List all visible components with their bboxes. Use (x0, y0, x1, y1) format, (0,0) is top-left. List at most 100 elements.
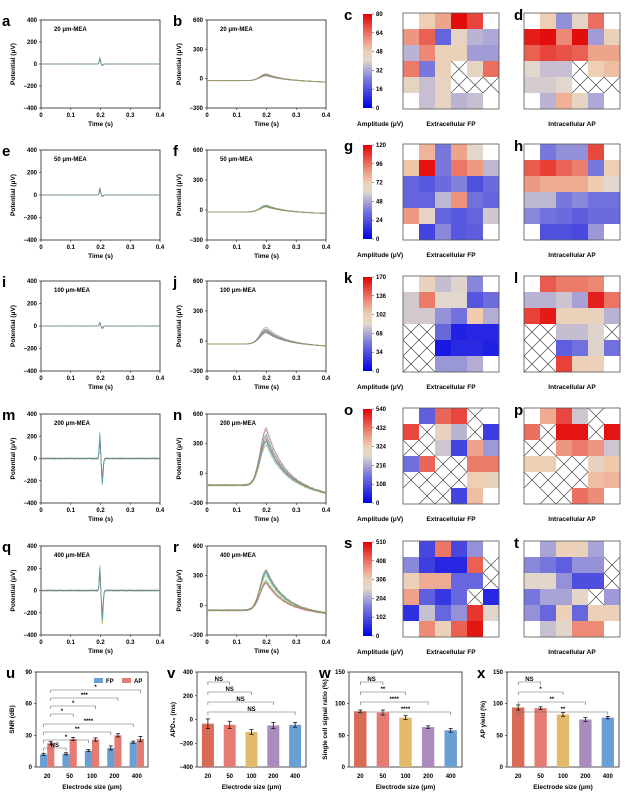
heatmap-cell (467, 573, 484, 590)
x-tick-label: 0.3 (292, 376, 301, 382)
panel-label: u (6, 665, 15, 682)
heatmap-cell (467, 308, 484, 325)
legend-swatch-ap (122, 678, 131, 683)
y-tick-label: 0 (34, 589, 38, 595)
heatmap-cell (435, 176, 452, 193)
heatmap-cell (556, 144, 573, 161)
heatmap-cell (556, 340, 573, 357)
heatmap-cell (419, 61, 436, 78)
heatmap-cell (451, 308, 468, 325)
heatmap-cell (419, 77, 436, 94)
cross-mark (418, 355, 436, 373)
line-chart-i: i −400 −200 0 200 400 0 0.1 0.2 0.3 0.4 Time (s) Pot… (2, 274, 165, 391)
cross-mark (603, 572, 621, 590)
grid-title: Extracellular FP (426, 649, 476, 656)
cross-mark (402, 355, 420, 373)
y-tick-label: 90 (25, 670, 32, 676)
heatmap-cell (540, 573, 557, 590)
cross-mark (603, 76, 621, 94)
heatmap-cell (588, 308, 605, 325)
colorbar (363, 409, 372, 503)
x-tick-label: 0.3 (126, 245, 135, 251)
x-tick-label: 0.1 (67, 245, 76, 251)
colorbar-tick-label: 120 (376, 143, 387, 149)
x-axis-label: Time (s) (254, 253, 279, 260)
grid-frame (402, 540, 500, 638)
heatmap-cell (403, 61, 420, 78)
bar (107, 748, 115, 767)
heatmap-cell (588, 324, 605, 341)
heatmap-cell (524, 160, 541, 177)
cross-mark (402, 323, 420, 341)
significance-bracket (43, 723, 134, 727)
cross-mark (434, 487, 452, 505)
heatmap-cell (524, 29, 541, 46)
y-tick-label: 200 (27, 171, 38, 177)
colorbar-tick-label: 136 (376, 294, 387, 300)
heatmap-cell (588, 61, 605, 78)
bar (136, 739, 144, 767)
heatmap-cell (435, 276, 452, 293)
intracellular-ap-grid (523, 407, 621, 505)
heatmap-cell (435, 340, 452, 357)
heatmap-cell (419, 276, 436, 293)
blank-cell (524, 408, 540, 424)
cross-mark (418, 423, 436, 441)
plot-frame (206, 413, 327, 504)
colorbar-tick-label: 540 (376, 407, 387, 413)
heatmap-cell (435, 224, 452, 241)
bar (556, 714, 570, 767)
x-tick-label: 0.3 (126, 508, 135, 514)
colorbar-tick-label: 16 (376, 87, 383, 93)
heatmap-cell (467, 440, 484, 457)
cross-mark (418, 471, 436, 489)
heatmap-cell (556, 224, 573, 241)
heatmap-cell (467, 45, 484, 62)
heatmap-cell (467, 208, 484, 225)
heatmap-cell (540, 408, 557, 425)
heatmap-cell (556, 208, 573, 225)
significance-label: NS (226, 687, 234, 693)
cross-mark (450, 60, 468, 78)
heatmap-cell (572, 13, 589, 30)
panel-label: h (514, 138, 523, 155)
y-tick-label: 0 (34, 62, 38, 68)
x-axis-label: Time (s) (88, 516, 113, 523)
y-tick-label: −200 (23, 216, 37, 222)
y-tick-label: 0 (500, 765, 504, 771)
significance-bracket (43, 731, 112, 735)
heatmap-cell (435, 605, 452, 622)
y-tick-label: −300 (189, 106, 203, 112)
heatmap-cell (556, 621, 573, 638)
heatmap-cell (556, 61, 573, 78)
heatmap-cell (435, 13, 452, 30)
y-tick-label: −400 (23, 238, 37, 244)
heatmap-cell (403, 77, 420, 94)
colorbar-label: Amplitude (μV) (357, 516, 403, 523)
x-tick-label: 0.2 (96, 640, 105, 646)
cross-mark (523, 439, 541, 457)
heatmap-cell (540, 621, 557, 638)
significance-bracket (50, 705, 96, 709)
heatmap-cell (572, 29, 589, 46)
panel-label: l (514, 270, 518, 287)
x-tick-label: 20 (515, 774, 522, 780)
heatmap-cell (419, 557, 436, 574)
y-axis-label: Potential (μV) (176, 305, 183, 347)
heatmap-cell (588, 276, 605, 293)
heatmap-cell (588, 160, 605, 177)
heatmap-cell (467, 356, 484, 373)
colorbar-tick-label: 34 (376, 350, 383, 356)
intracellular-ap-grid (523, 275, 621, 373)
heatmap-cell (435, 308, 452, 325)
y-tick-label: −400 (23, 633, 37, 639)
panel-label: x (477, 665, 486, 682)
heatmap-cell (419, 29, 436, 46)
x-tick-label: 400 (290, 774, 301, 780)
heatmap-cell (588, 292, 605, 309)
heatmap-cell (483, 208, 500, 225)
heatmap-cell (604, 340, 621, 357)
x-axis-label: Electrode size (μm) (376, 784, 436, 791)
blank-cell (524, 224, 540, 240)
x-tick-label: 0 (39, 376, 43, 382)
